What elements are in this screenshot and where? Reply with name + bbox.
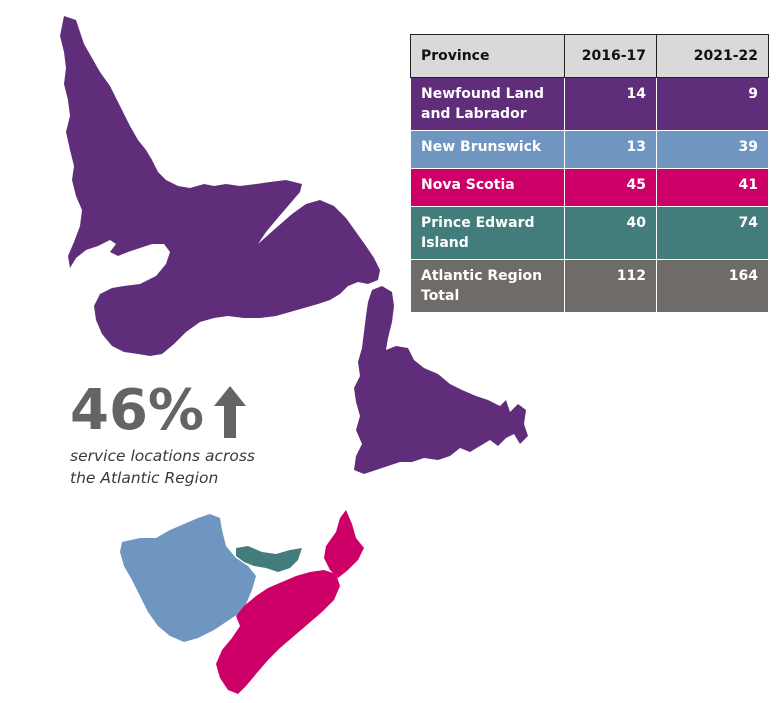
stat-value: 46% <box>70 377 205 443</box>
province-name-line: New Brunswick <box>421 139 542 155</box>
column-header-province: Province <box>410 34 565 78</box>
province-name-line: Newfound Land <box>421 86 545 102</box>
up-arrow-icon <box>214 386 247 438</box>
new-brunswick-shape <box>120 514 256 642</box>
province-name-line: Atlantic Region <box>421 268 543 284</box>
value-2016-17-cell: 112 <box>564 259 657 313</box>
value-2021-22-cell: 9 <box>656 77 769 131</box>
value-2016-17-cell: 40 <box>564 206 657 260</box>
cape-breton-shape <box>324 510 364 578</box>
pei-shape <box>236 546 302 572</box>
table-row: Prince Edward Island 40 74 <box>410 206 769 260</box>
province-name-line: Nova Scotia <box>421 177 515 193</box>
value-2016-17-cell: 13 <box>564 130 657 169</box>
value-2016-17-cell: 45 <box>564 168 657 207</box>
province-name-line: and Labrador <box>421 106 527 122</box>
province-name-cell: Atlantic Region Total <box>410 259 565 313</box>
value-2021-22-cell: 164 <box>656 259 769 313</box>
column-header-2021-22: 2021-22 <box>656 34 769 78</box>
value-2021-22-cell: 39 <box>656 130 769 169</box>
table-row: Nova Scotia 45 41 <box>410 168 769 207</box>
table-row: Newfound Land and Labrador 14 9 <box>410 77 769 131</box>
value-2021-22-cell: 74 <box>656 206 769 260</box>
value-2021-22-cell: 41 <box>656 168 769 207</box>
nova-scotia-shape <box>216 570 340 694</box>
province-name-line: Total <box>421 288 460 304</box>
stat-caption: service locations across the Atlantic Re… <box>70 445 330 489</box>
labrador-shape <box>60 16 380 356</box>
province-name-cell: Prince Edward Island <box>410 206 565 260</box>
stat-caption-line: service locations across <box>70 447 255 465</box>
province-name-cell: Newfound Land and Labrador <box>410 77 565 131</box>
province-name-line: Island <box>421 235 469 251</box>
stat-block: 46% service locations across the Atlanti… <box>70 375 330 489</box>
stat-caption-line: the Atlantic Region <box>70 469 219 487</box>
table-body: Newfound Land and Labrador 14 9 New Brunswic… <box>410 77 769 313</box>
province-table: Province 2016-17 2021-22 Newfound Land an… <box>410 34 769 313</box>
stat-line: 46% <box>70 375 330 445</box>
table-header: Province 2016-17 2021-22 <box>410 34 769 78</box>
province-name-cell: Nova Scotia <box>410 168 565 207</box>
table-header-row: Province 2016-17 2021-22 <box>410 34 769 78</box>
table-row: Atlantic Region Total 112 164 <box>410 259 769 313</box>
column-header-2016-17: 2016-17 <box>564 34 657 78</box>
newfoundland-shape <box>354 286 528 474</box>
province-name-line: Prince Edward <box>421 215 535 231</box>
value-2016-17-cell: 14 <box>564 77 657 131</box>
province-name-cell: New Brunswick <box>410 130 565 169</box>
table-row: New Brunswick 13 39 <box>410 130 769 169</box>
